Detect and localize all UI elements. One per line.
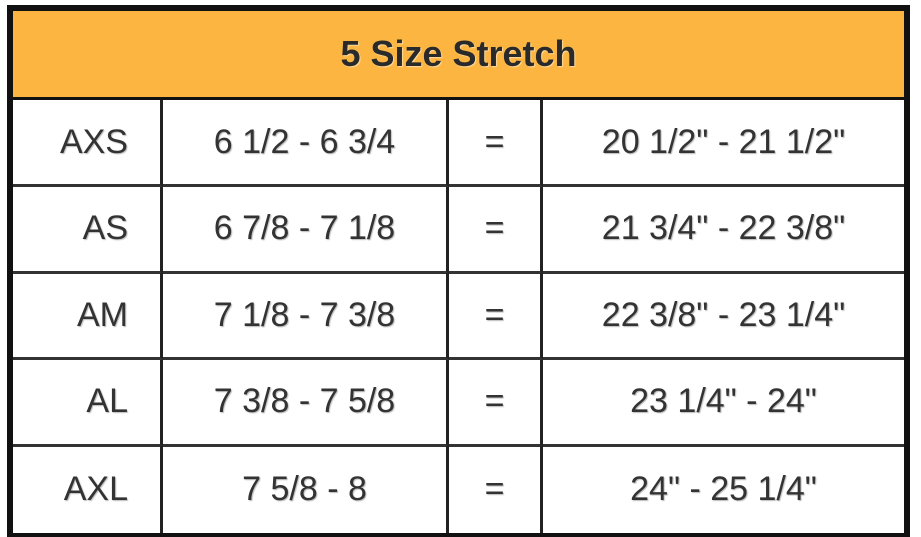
table-row: AXS 6 1/2 - 6 3/4 = 20 1/2" - 21 1/2" bbox=[13, 100, 904, 187]
size-cell: AXL bbox=[13, 446, 163, 533]
equals-cell: = bbox=[449, 100, 543, 187]
hat-size-cell: 7 5/8 - 8 bbox=[163, 446, 449, 533]
inches-cell: 21 3/4" - 22 3/8" bbox=[543, 187, 904, 274]
inches-cell: 20 1/2" - 21 1/2" bbox=[543, 100, 904, 187]
table-title: 5 Size Stretch bbox=[340, 33, 577, 74]
table-row: AL 7 3/8 - 7 5/8 = 23 1/4" - 24" bbox=[13, 359, 904, 447]
hat-size-cell: 7 3/8 - 7 5/8 bbox=[163, 359, 449, 447]
hat-size-cell: 7 1/8 - 7 3/8 bbox=[163, 273, 449, 360]
table-row: AS 6 7/8 - 7 1/8 = 21 3/4" - 22 3/8" bbox=[13, 186, 904, 274]
hat-size-cell: 6 7/8 - 7 1/8 bbox=[163, 186, 449, 274]
size-cell: AL bbox=[13, 359, 163, 447]
table-row: AM 7 1/8 - 7 3/8 = 22 3/8" - 23 1/4" bbox=[13, 273, 904, 360]
hat-size-cell: 6 1/2 - 6 3/4 bbox=[163, 100, 449, 187]
size-cell: AXS bbox=[13, 100, 163, 187]
inches-cell: 22 3/8" - 23 1/4" bbox=[543, 273, 904, 360]
size-cell: AS bbox=[13, 186, 163, 274]
equals-cell: = bbox=[449, 446, 543, 533]
equals-cell: = bbox=[449, 359, 543, 447]
inches-cell: 23 1/4" - 24" bbox=[543, 360, 904, 447]
equals-cell: = bbox=[449, 273, 543, 360]
size-cell: AM bbox=[13, 273, 163, 360]
equals-cell: = bbox=[449, 186, 543, 274]
table-row: AXL 7 5/8 - 8 = 24" - 25 1/4" bbox=[13, 446, 904, 533]
inches-cell: 24" - 25 1/4" bbox=[630, 470, 817, 508]
size-chart-table: 5 Size Stretch AXS 6 1/2 - 6 3/4 = 20 1/2" … bbox=[7, 5, 910, 537]
table-header: 5 Size Stretch bbox=[13, 11, 904, 100]
